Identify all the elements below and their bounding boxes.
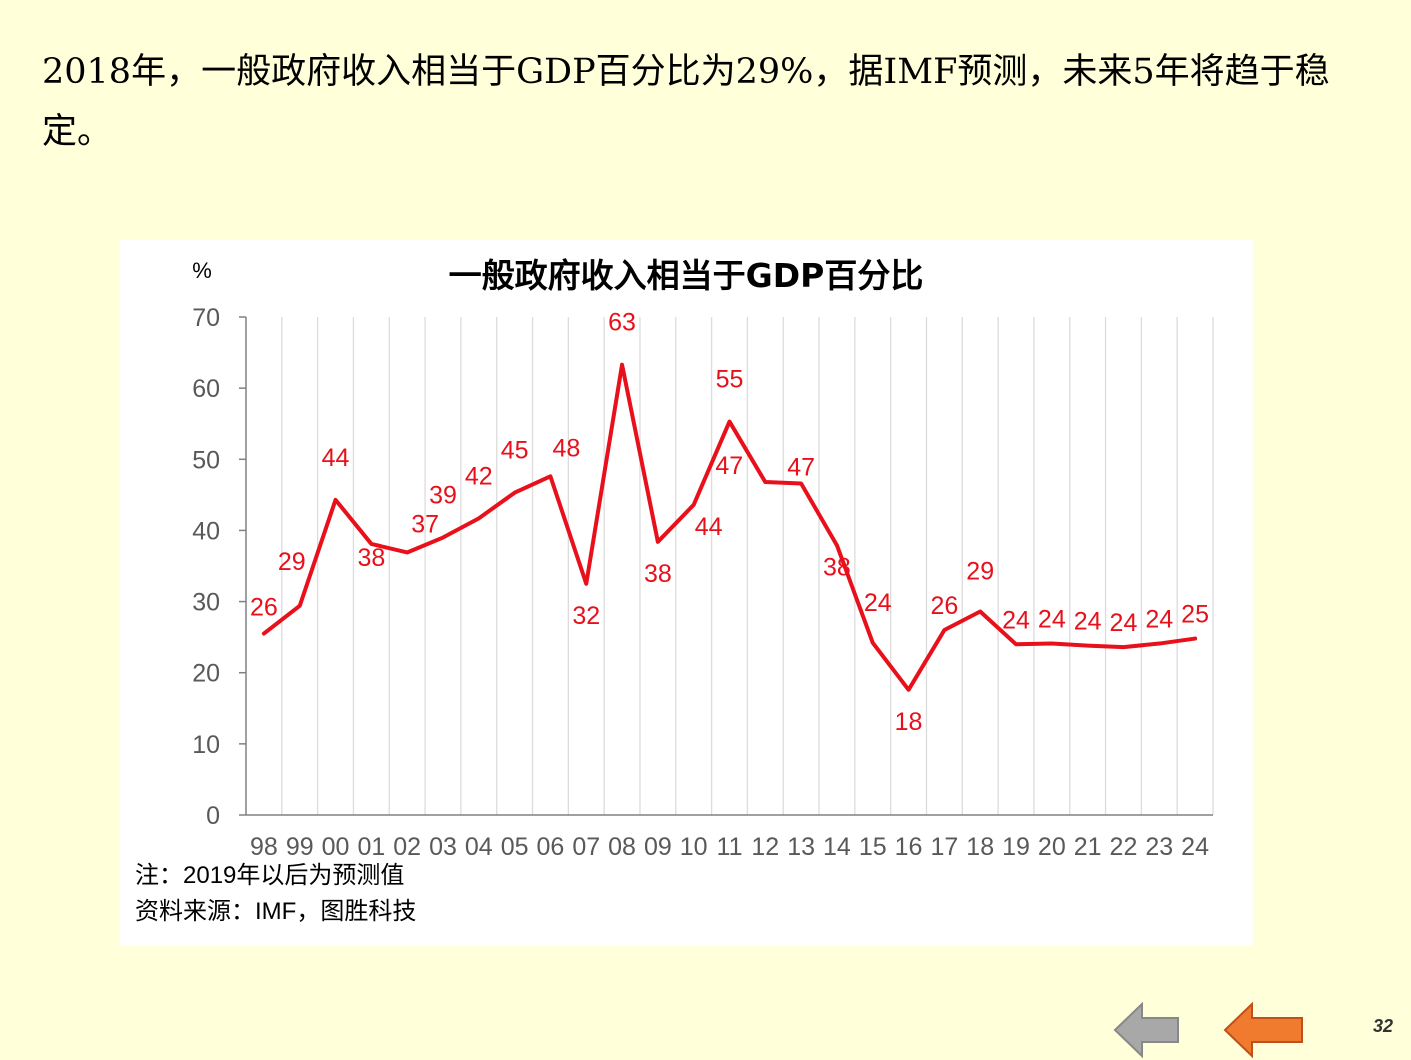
back-arrow-button[interactable] xyxy=(1112,1000,1202,1060)
data-label: 24 xyxy=(1145,606,1173,634)
x-tick-label: 23 xyxy=(1145,833,1173,861)
data-label: 29 xyxy=(278,548,306,576)
x-tick-label: 16 xyxy=(895,833,923,861)
line-chart: 0 10 20 30 40 50 60 70 98 99 00 01 02 03 04 05 06 07 08 09 1… xyxy=(192,256,1214,861)
x-tick-label: 99 xyxy=(286,833,314,861)
y-tick-label: 0 xyxy=(206,802,220,830)
data-label: 26 xyxy=(930,592,958,620)
x-tick-label: 15 xyxy=(859,833,887,861)
data-label: 44 xyxy=(695,513,723,541)
y-tick-label: 60 xyxy=(192,375,220,403)
chart-source: 资料来源：IMF，图胜科技 xyxy=(135,898,417,925)
y-tick-label: 70 xyxy=(192,304,220,332)
x-tick-label: 05 xyxy=(501,833,529,861)
chart-card: 0 10 20 30 40 50 60 70 98 99 00 01 02 03 04 05 06 07 08 09 1… xyxy=(120,240,1253,946)
data-label: 45 xyxy=(501,437,529,465)
y-tick-label: 30 xyxy=(192,589,220,617)
x-tick-label: 12 xyxy=(751,833,779,861)
data-label: 29 xyxy=(966,558,994,586)
data-label: 44 xyxy=(322,444,350,472)
x-tick-label: 22 xyxy=(1110,833,1138,861)
x-tick-label: 01 xyxy=(357,833,385,861)
x-tick-label: 10 xyxy=(680,833,708,861)
slide-heading: 2018年，一般政府收入相当于GDP百分比为29%，据IMF预测，未来5年将趋于… xyxy=(42,52,1330,152)
x-tick-label: 14 xyxy=(823,833,851,861)
x-tick-label: 06 xyxy=(537,833,565,861)
y-tick-label: 40 xyxy=(192,517,220,545)
data-label: 24 xyxy=(1110,609,1138,637)
data-label: 18 xyxy=(895,708,923,736)
series-line xyxy=(261,362,1198,692)
x-tick-label: 19 xyxy=(1002,833,1030,861)
y-axis-label: % xyxy=(192,258,212,283)
x-tick-label: 20 xyxy=(1038,833,1066,861)
y-tick-label: 50 xyxy=(192,446,220,474)
x-tick-label: 00 xyxy=(322,833,350,861)
orange-arrow-icon xyxy=(1223,1001,1303,1059)
chart-title: 一般政府收入相当于GDP百分比 xyxy=(449,256,924,295)
x-tick-label: 08 xyxy=(608,833,636,861)
x-tick-label: 24 xyxy=(1181,833,1209,861)
data-label: 24 xyxy=(1038,606,1066,634)
x-tick-label: 98 xyxy=(250,833,278,861)
data-label: 47 xyxy=(787,453,815,481)
x-tick-label: 07 xyxy=(572,833,600,861)
x-tick-label: 18 xyxy=(966,833,994,861)
data-label: 38 xyxy=(823,553,851,581)
data-label: 39 xyxy=(429,482,457,510)
data-label: 26 xyxy=(250,594,278,622)
x-tick-label: 17 xyxy=(930,833,958,861)
data-label: 25 xyxy=(1181,601,1209,629)
data-label: 38 xyxy=(644,560,672,588)
data-label: 63 xyxy=(608,309,636,337)
page-number: 32 xyxy=(1372,1016,1393,1036)
data-label: 32 xyxy=(572,602,600,630)
previous-arrow-button[interactable] xyxy=(1222,1000,1312,1060)
x-tick-label: 21 xyxy=(1074,833,1102,861)
x-tick-label: 11 xyxy=(717,833,743,861)
x-tick-label: 09 xyxy=(644,833,672,861)
y-tick-label: 10 xyxy=(192,731,220,759)
y-tick-label: 20 xyxy=(192,660,220,688)
data-label: 47 xyxy=(715,452,743,480)
chart-note: 注：2019年以后为预测值 xyxy=(135,862,405,889)
back-arrow-icon xyxy=(1113,1001,1179,1059)
data-label: 48 xyxy=(553,434,581,462)
data-label: 38 xyxy=(357,544,385,572)
data-label: 55 xyxy=(716,366,744,394)
x-tick-label: 13 xyxy=(787,833,815,861)
data-label: 37 xyxy=(411,510,439,538)
x-tick-label: 03 xyxy=(429,833,457,861)
data-label: 24 xyxy=(864,589,892,617)
x-tick-label: 04 xyxy=(465,833,493,861)
data-label: 24 xyxy=(1074,608,1102,636)
data-label: 42 xyxy=(465,462,493,490)
data-label: 24 xyxy=(1002,606,1030,634)
x-tick-label: 02 xyxy=(393,833,421,861)
